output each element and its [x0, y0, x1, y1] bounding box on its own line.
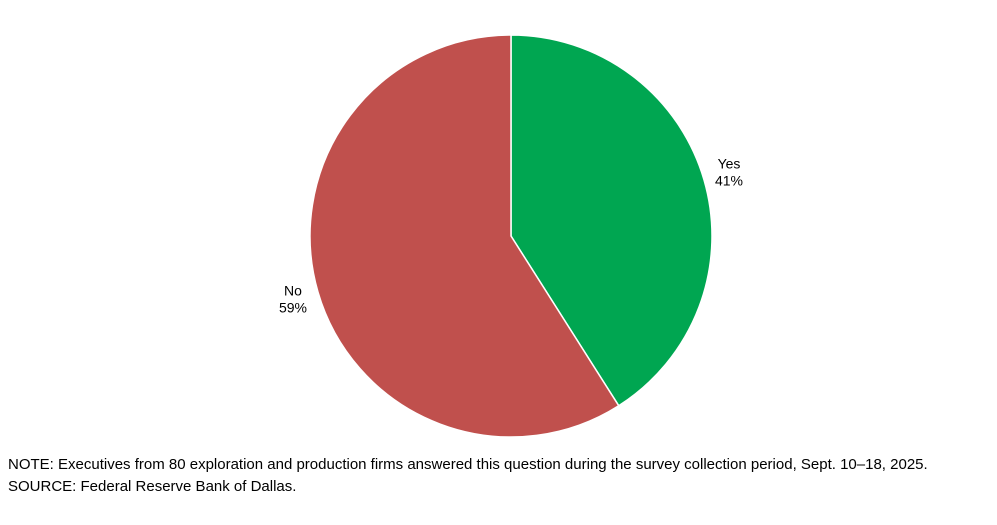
note-text: NOTE: Executives from 80 exploration and… — [8, 456, 928, 473]
pie-slice-yes — [510, 34, 713, 407]
chart-notes: NOTE: Executives from 80 exploration and… — [8, 456, 970, 495]
pie-label-yes: Yes 41% — [715, 156, 743, 189]
pie-label-no: No 59% — [279, 282, 307, 315]
pie-slice-no — [309, 34, 620, 438]
source-text: SOURCE: Federal Reserve Bank of Dallas. — [8, 477, 297, 495]
pie-chart: Yes 41% No 59% — [279, 34, 743, 438]
